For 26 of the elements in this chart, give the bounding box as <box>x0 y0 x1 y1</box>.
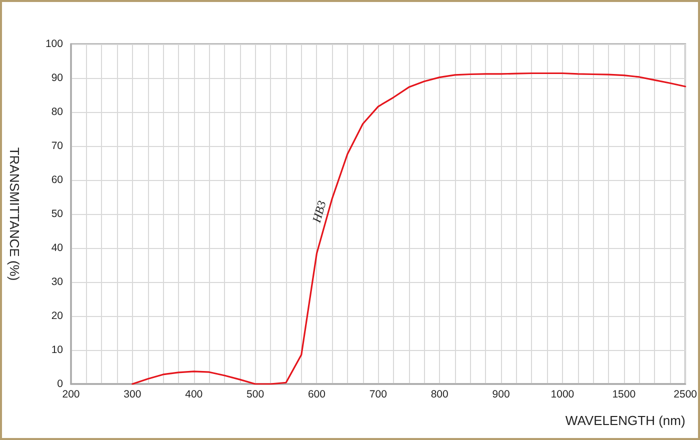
x-tick-label: 700 <box>369 388 388 400</box>
x-tick-label: 800 <box>430 388 449 400</box>
y-tick-label: 40 <box>51 242 64 254</box>
y-tick-label: 50 <box>51 208 64 220</box>
y-tick-label: 0 <box>57 378 64 390</box>
y-tick-label: 100 <box>45 38 64 50</box>
y-tick-label: 70 <box>51 140 64 152</box>
text: HB3 <box>309 199 329 226</box>
x-tick-label: 500 <box>246 388 264 400</box>
x-tick-label: 400 <box>185 388 203 400</box>
y-axis-title: TRANSMITTANCE (%) <box>7 147 22 281</box>
x-tick-label: 2500 <box>674 388 698 400</box>
x-tick-label: 300 <box>124 388 142 400</box>
x-tick-label: 600 <box>308 388 326 400</box>
x-axis-title: WAVELENGTH (nm) <box>565 413 686 428</box>
y-tick-label: 90 <box>51 72 64 84</box>
x-tick-label: 1500 <box>612 388 636 400</box>
y-tick-label: 20 <box>51 310 64 322</box>
x-tick-label: 900 <box>492 388 510 400</box>
x-tick-label: 1000 <box>550 388 574 400</box>
y-tick-label: 60 <box>51 174 64 186</box>
y-tick-label: 10 <box>51 344 64 356</box>
x-tick-label: 200 <box>62 388 80 400</box>
line-series <box>132 72 686 385</box>
y-tick-label: 30 <box>51 276 64 288</box>
y-tick-label: 80 <box>51 106 64 118</box>
